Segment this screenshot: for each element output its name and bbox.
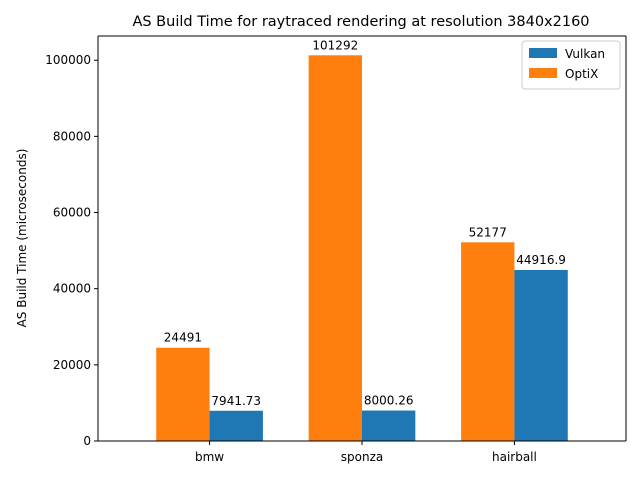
bar-vulkan-hairball (514, 269, 568, 441)
data-label-vulkan-hairball: 44916.9 (516, 253, 566, 267)
data-label-optix-hairball: 52177 (469, 225, 507, 239)
bar-optix-hairball (461, 242, 515, 441)
y-tick-label: 20000 (53, 358, 91, 372)
x-tick-label-hairball: hairball (492, 450, 537, 464)
bar-vulkan-bmw (209, 410, 263, 441)
y-tick-label: 0 (83, 434, 91, 448)
x-tick-label-bmw: bmw (195, 450, 224, 464)
legend-label-vulkan: Vulkan (565, 47, 605, 61)
legend-label-optix: OptiX (565, 67, 598, 81)
bar-optix-sponza (308, 55, 362, 442)
data-label-optix-bmw: 24491 (164, 331, 202, 345)
y-tick-label: 60000 (53, 206, 91, 220)
plot-area: 24491 7941.73 101292 8000.26 52177 44916.9 0 20… (45, 35, 627, 464)
data-label-vulkan-bmw: 7941.73 (211, 394, 261, 408)
x-tick-label-sponza: sponza (341, 450, 383, 464)
y-tick-label: 80000 (53, 129, 91, 143)
data-label-vulkan-sponza: 8000.26 (364, 394, 414, 408)
y-tick-label: 40000 (53, 282, 91, 296)
bar-optix-bmw (156, 347, 210, 441)
legend: Vulkan OptiX (521, 40, 621, 90)
legend-swatch-optix (529, 68, 557, 78)
bar-vulkan-sponza (362, 410, 416, 441)
chart-title: AS Build Time for raytraced rendering at… (132, 14, 589, 30)
data-label-optix-sponza: 101292 (312, 38, 358, 52)
legend-swatch-vulkan (529, 48, 557, 58)
y-axis-label: AS Build Time (microseconds) (15, 149, 29, 328)
y-tick-label: 100000 (45, 53, 91, 67)
